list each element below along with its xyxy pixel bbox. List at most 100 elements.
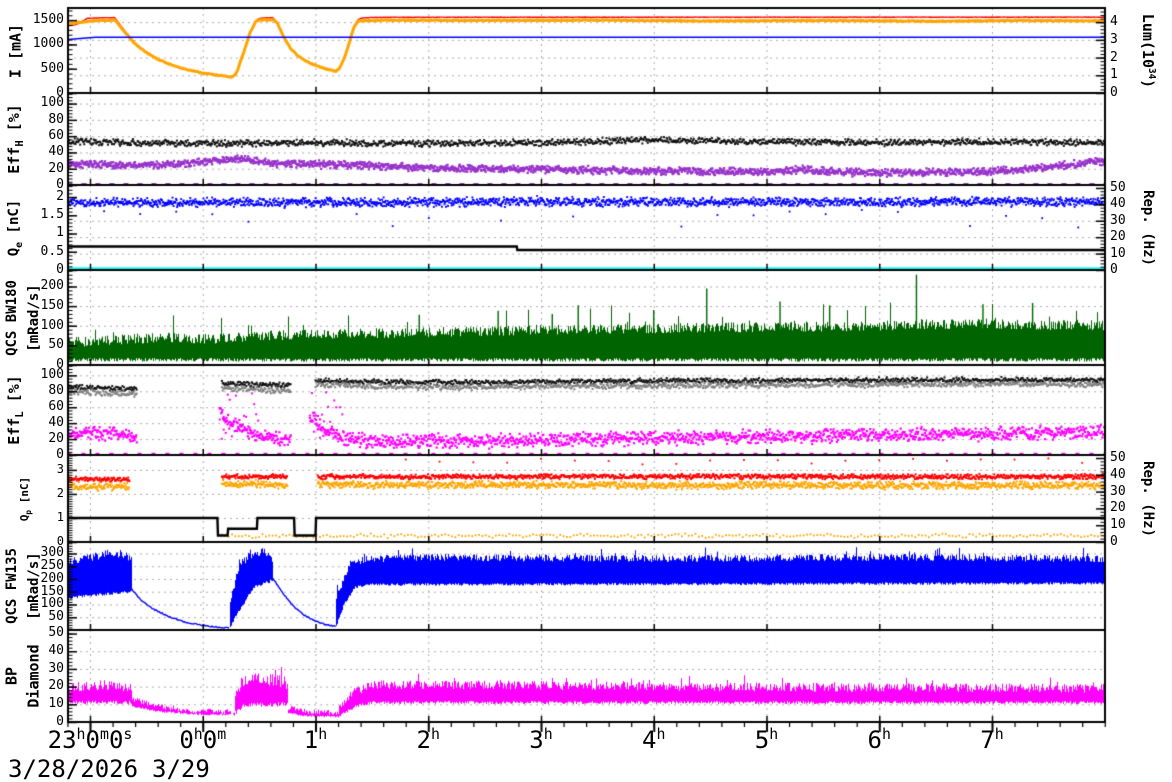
label-part: [%] bbox=[4, 104, 23, 141]
label-part: [mRad/s] bbox=[26, 552, 42, 620]
y-tick-label: 60 bbox=[48, 128, 64, 143]
label-part: QCS BW180 bbox=[4, 279, 20, 356]
right-tick-label: 20 bbox=[1110, 229, 1126, 245]
label-part: 1 bbox=[303, 726, 319, 754]
right-tick-label: 20 bbox=[1110, 500, 1126, 516]
y-tick-label: 0.5 bbox=[40, 243, 64, 259]
y-tick-label: 10 bbox=[48, 696, 64, 712]
y-tick-label: 0 bbox=[56, 356, 64, 372]
left-axis-title: [mRad/s] bbox=[26, 283, 42, 352]
label-part: h bbox=[76, 725, 86, 743]
x-hour-label: 1h bbox=[304, 727, 327, 752]
label-part: 3 bbox=[529, 726, 544, 754]
label-part: Rep. (Hz) bbox=[1140, 189, 1156, 266]
right-axis-title: Lum(1034) bbox=[1139, 13, 1157, 88]
x-hour-label: 2h bbox=[417, 727, 440, 752]
label-part: ) bbox=[1139, 78, 1157, 88]
y-tick-label: 3 bbox=[56, 462, 64, 477]
label-part: h bbox=[769, 725, 779, 743]
label-part: Eff bbox=[4, 417, 23, 445]
y-tick-label: 100 bbox=[40, 317, 64, 333]
label-part: Lum(10 bbox=[1139, 13, 1157, 68]
label-part: [nC] bbox=[18, 476, 32, 510]
left-axis-title: I [mA] bbox=[6, 23, 25, 78]
right-tick-label: 40 bbox=[1110, 196, 1126, 212]
y-tick-label: 1000 bbox=[32, 36, 64, 52]
label-part: h bbox=[543, 725, 553, 743]
y-tick-label: 2 bbox=[56, 486, 64, 501]
label-part: h bbox=[881, 725, 891, 743]
y-tick-label: 80 bbox=[48, 111, 64, 127]
y-tick-label: 300 bbox=[40, 545, 64, 561]
left-axis-title: EffH [%] bbox=[4, 104, 26, 174]
label-part: [mRad/s] bbox=[26, 283, 42, 352]
y-tick-label: 1 bbox=[56, 225, 64, 241]
label-part: Rep. (Hz) bbox=[1140, 460, 1156, 537]
x-hour-label: 3h bbox=[529, 727, 552, 752]
label-part: s bbox=[123, 725, 133, 743]
right-tick-label: 0 bbox=[1110, 534, 1118, 549]
y-tick-label: 20 bbox=[48, 430, 64, 446]
label-part: 2 bbox=[416, 726, 431, 754]
label-part: 6 bbox=[867, 726, 882, 754]
label-part: Q bbox=[18, 514, 32, 521]
label-part: [%] bbox=[4, 375, 23, 412]
y-tick-label: 50 bbox=[48, 609, 64, 625]
y-tick-label: 150 bbox=[40, 297, 64, 313]
label-part: h bbox=[994, 725, 1004, 743]
right-tick-label: 3 bbox=[1110, 31, 1118, 47]
y-tick-label: 40 bbox=[48, 414, 64, 430]
y-tick-label: 20 bbox=[48, 160, 64, 176]
y-tick-label: 20 bbox=[48, 678, 64, 694]
label-part: e bbox=[14, 241, 25, 248]
right-tick-label: 10 bbox=[1110, 517, 1126, 533]
y-tick-label: 1.5 bbox=[40, 207, 64, 223]
y-tick-label: 1500 bbox=[32, 11, 64, 27]
label-part: h bbox=[318, 725, 328, 743]
y-tick-label: 30 bbox=[48, 660, 64, 676]
right-tick-label: 30 bbox=[1110, 212, 1126, 228]
y-tick-label: 40 bbox=[48, 144, 64, 160]
right-tick-label: 0 bbox=[1110, 262, 1118, 277]
y-tick-label: 100 bbox=[40, 367, 64, 383]
label-part: 0 bbox=[202, 726, 218, 754]
label-part: Eff bbox=[4, 146, 23, 174]
label-part: [nC] bbox=[6, 199, 23, 242]
y-tick-label: 0 bbox=[56, 176, 64, 192]
left-axis-title: QCS BW180 bbox=[4, 279, 20, 356]
right-tick-label: 2 bbox=[1110, 49, 1118, 65]
y-tick-label: 80 bbox=[48, 383, 64, 399]
y-tick-label: 200 bbox=[40, 278, 64, 294]
y-tick-label: 2 bbox=[56, 188, 64, 204]
right-axis-title: Rep. (Hz) bbox=[1140, 189, 1156, 266]
right-tick-label: 4 bbox=[1110, 14, 1118, 30]
label-part: h bbox=[656, 725, 666, 743]
right-tick-label: 10 bbox=[1110, 245, 1126, 261]
label-part: h bbox=[193, 725, 203, 743]
left-axis-title: Qp [nC] bbox=[18, 476, 33, 521]
label-part: I [mA] bbox=[6, 23, 25, 78]
y-tick-label: 0 bbox=[56, 84, 64, 100]
label-part: BP bbox=[2, 666, 21, 686]
label-part: 23 bbox=[47, 726, 77, 754]
right-tick-label: 50 bbox=[1110, 450, 1126, 466]
x-hour-label: 6h bbox=[868, 727, 891, 752]
y-tick-label: 1 bbox=[56, 510, 64, 525]
label-part: 7 bbox=[980, 726, 995, 754]
x-hour-label: 23h0m0s bbox=[48, 727, 133, 752]
left-axis-title: Diamond bbox=[24, 644, 43, 708]
y-tick-label: 500 bbox=[40, 60, 64, 76]
y-tick-label: 0 bbox=[56, 713, 64, 729]
left-axis-title: Qe [nC] bbox=[6, 199, 25, 256]
y-tick-label: 200 bbox=[40, 570, 64, 586]
label-part: m bbox=[99, 725, 109, 743]
left-axis-title: BP bbox=[2, 666, 21, 686]
label-part: Diamond bbox=[24, 644, 43, 708]
right-tick-label: 1 bbox=[1110, 67, 1118, 83]
label-part: 0 bbox=[179, 726, 194, 754]
right-tick-label: 0 bbox=[1110, 85, 1118, 100]
label-part: Q bbox=[6, 247, 23, 256]
y-tick-label: 100 bbox=[40, 95, 64, 111]
